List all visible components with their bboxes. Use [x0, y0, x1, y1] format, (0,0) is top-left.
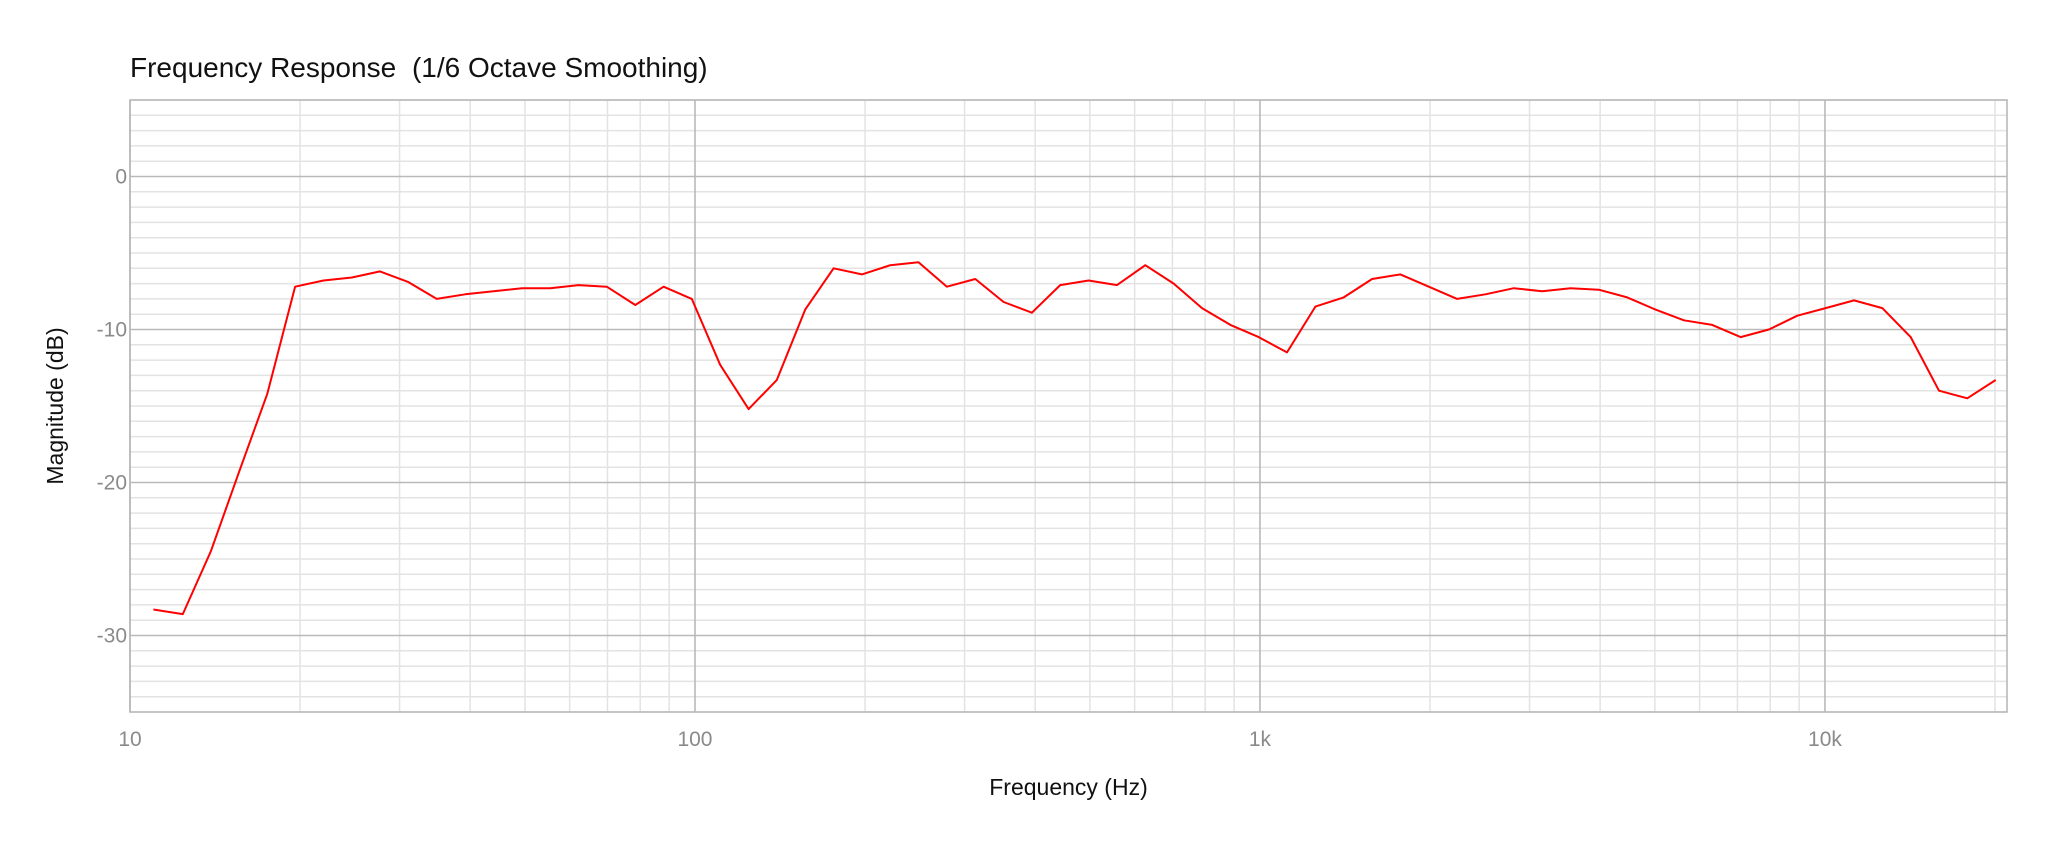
y-axis-label: Magnitude (dB) [42, 327, 68, 484]
series-line-0 [153, 261, 1997, 616]
y-tick-label: -30 [97, 625, 127, 648]
tick-labels: 0 -10 -20 -30 10 100 1k 10k [97, 166, 1843, 752]
chart-subtitle: (1/6 Octave Smoothing) [412, 52, 708, 83]
y-tick-label: 0 [115, 166, 127, 189]
chart-title: Frequency Response (1/6 Octave Smoothing… [130, 52, 708, 83]
x-tick-label: 10 [118, 728, 141, 751]
x-axis-label: Frequency (Hz) [989, 774, 1147, 800]
chart-title-main: Frequency Response [130, 52, 396, 83]
x-tick-label: 100 [677, 728, 712, 751]
x-tick-label: 10k [1808, 728, 1842, 751]
x-tick-label: 1k [1249, 728, 1272, 751]
y-tick-label: -20 [97, 472, 127, 495]
series-layer [153, 261, 1997, 616]
plot-frame [129, 99, 2008, 713]
grid [129, 99, 2007, 713]
y-tick-label: -10 [97, 319, 127, 342]
